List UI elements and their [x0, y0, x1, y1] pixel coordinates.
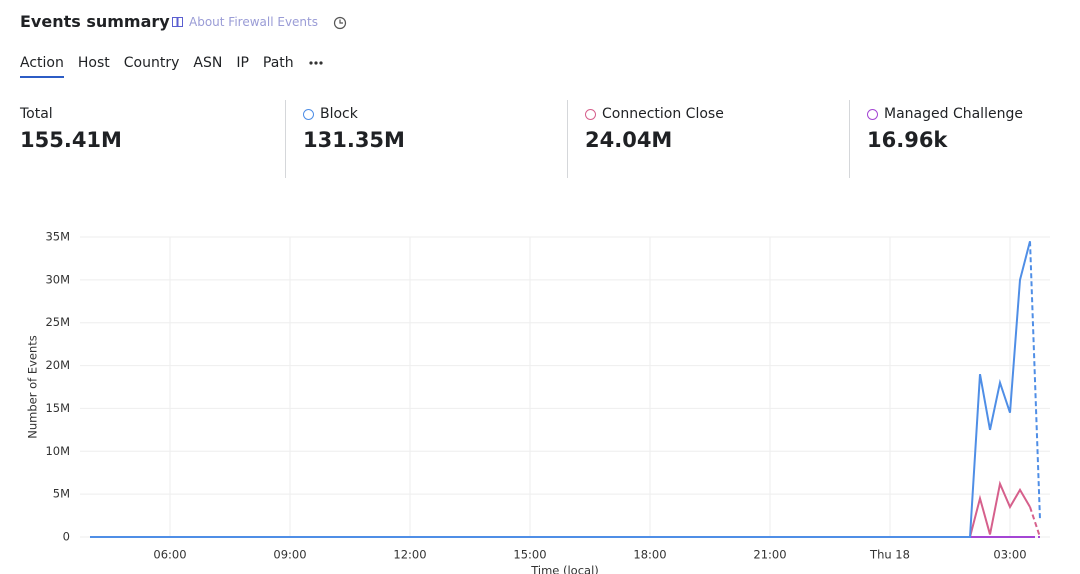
tab[interactable]: Path	[262, 55, 294, 71]
stat-value: 24.04M	[585, 128, 673, 152]
stat: Total 155.41M	[20, 106, 122, 152]
tab[interactable]: Action	[20, 55, 64, 78]
legend-dot	[867, 108, 878, 120]
y-tick-label: 35M	[45, 230, 70, 244]
stat[interactable]: Connection Close 24.04M	[585, 106, 724, 152]
stat-value: 155.41M	[20, 128, 122, 152]
x-tick-label: 03:00	[993, 548, 1026, 562]
y-tick-label: 30M	[45, 272, 70, 286]
time-icon[interactable]	[333, 16, 347, 30]
x-tick-label: 12:00	[393, 548, 426, 562]
legend-label: Connection Close	[602, 106, 724, 122]
y-tick-label: 20M	[45, 358, 70, 372]
stat-value: 16.96k	[867, 128, 948, 152]
stat-label: Connection Close	[585, 106, 724, 122]
x-tick-label: 06:00	[153, 548, 186, 562]
stat-label: Block	[303, 106, 405, 122]
x-tick-label: 15:00	[513, 548, 546, 562]
legend-dot	[585, 108, 596, 120]
y-tick-label: 5M	[53, 487, 70, 501]
divider	[849, 100, 850, 178]
y-tick-label: 25M	[45, 315, 70, 329]
legend-label: Managed Challenge	[884, 106, 1023, 122]
divider	[567, 100, 568, 178]
line-dashed	[1029, 241, 1041, 520]
tab[interactable]: IP	[236, 55, 249, 71]
tab-bar: Action Host Country ASN IP Path	[20, 55, 324, 78]
y-tick-label: 15M	[45, 401, 70, 415]
x-axis-title: Time (local)	[530, 564, 599, 574]
tab[interactable]: Country	[123, 55, 180, 71]
stat[interactable]: Managed Challenge 16.96k	[867, 106, 1023, 152]
y-tick-label: 0	[63, 530, 70, 544]
legend-dot	[303, 108, 314, 120]
tab[interactable]: Host	[77, 55, 110, 71]
more-tabs[interactable]	[308, 55, 324, 78]
stat-label: Managed Challenge	[867, 106, 1023, 122]
legend-label: Block	[320, 106, 358, 122]
line	[90, 480, 1031, 538]
y-axis-title: Number of Events	[26, 335, 40, 439]
x-tick-label: Thu 18	[869, 548, 910, 562]
x-tick-label: 09:00	[273, 548, 306, 562]
stat-label: Total	[20, 106, 53, 122]
y-tick-label: 10M	[45, 444, 70, 458]
page-title: Events summary	[20, 12, 170, 31]
divider	[285, 100, 286, 178]
tab[interactable]: ASN	[193, 55, 223, 71]
docs-link-text[interactable]: About Firewall Events	[189, 15, 318, 29]
book-icon	[172, 17, 183, 27]
docs-link[interactable]: About Firewall Events	[172, 15, 318, 29]
stat-value: 131.35M	[303, 128, 405, 152]
x-tick-label: 21:00	[753, 548, 786, 562]
stat[interactable]: Block 131.35M	[303, 106, 405, 152]
x-tick-label: 18:00	[633, 548, 666, 562]
line	[90, 241, 1031, 538]
line-dashed	[1029, 506, 1041, 538]
